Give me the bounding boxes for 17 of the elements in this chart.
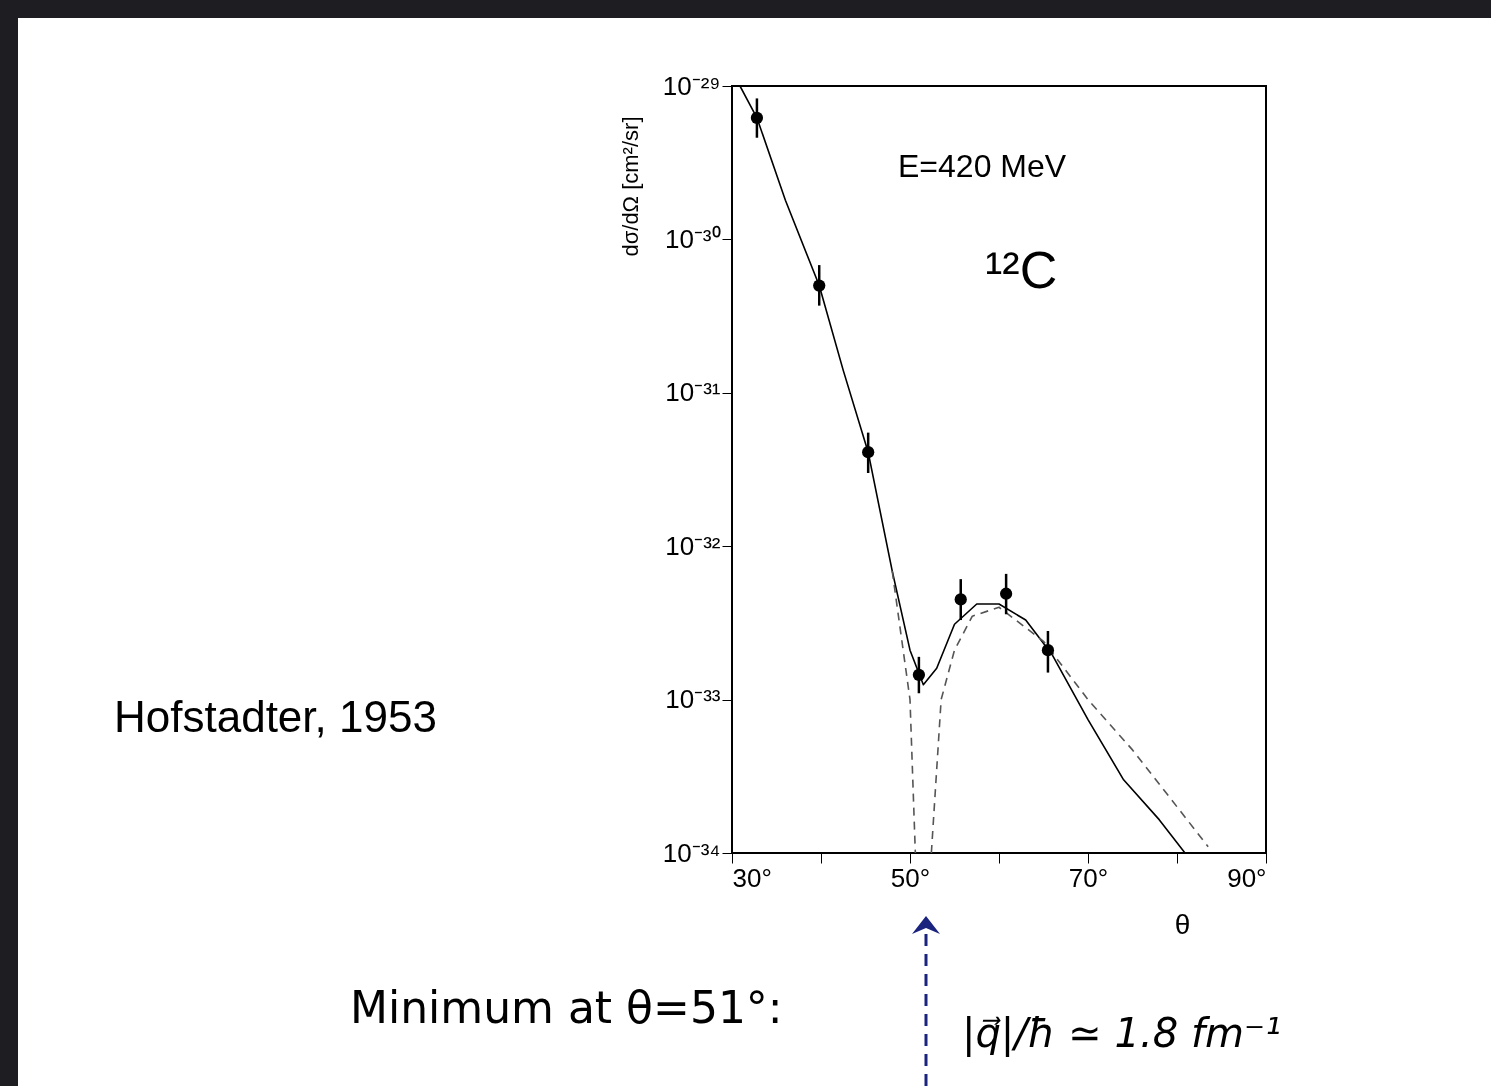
y-tick-label: 10⁻³³	[665, 684, 721, 715]
y-axis-title: dσ/dΩ [cm²/sr]	[617, 116, 643, 257]
x-axis-title: θ	[1174, 908, 1191, 940]
x-tick-label: 30°	[732, 862, 772, 893]
y-tick-label: 10⁻³⁰	[664, 223, 721, 254]
text: Hofstadter, 1953	[114, 692, 437, 742]
y-tick-label: 10⁻²⁹	[662, 70, 721, 101]
text: Minimum at θ=51°:	[350, 982, 783, 1033]
x-tick-label: 50°	[890, 862, 931, 893]
y-tick-label: 10⁻³²	[665, 530, 721, 561]
y-tick-label: 10⁻³⁴	[662, 837, 721, 868]
text: |q⃗|/ħ ≃ 1.8 fm⁻¹	[962, 1010, 1282, 1056]
annotation: ¹²C	[985, 240, 1058, 300]
x-tick-label: 90°	[1227, 862, 1267, 893]
x-tick-label: 70°	[1068, 862, 1109, 893]
y-tick-label: 10⁻³¹	[665, 377, 721, 408]
annotation: E=420 MeV	[898, 148, 1067, 185]
